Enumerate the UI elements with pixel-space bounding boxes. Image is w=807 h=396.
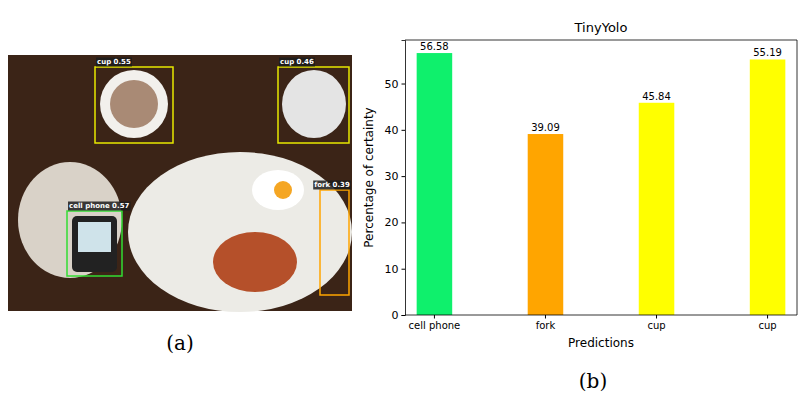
tick: cell phone (409, 315, 461, 331)
bar (639, 103, 675, 315)
detection-label: cup 0.55 (97, 58, 131, 66)
detection: cup 0.46 (278, 58, 349, 144)
detection-box (67, 211, 122, 276)
panel-label: (b) (579, 369, 607, 393)
detection-label: cell phone 0.57 (69, 202, 130, 210)
detection-label-background (313, 181, 351, 190)
detection-box (95, 67, 173, 143)
tick-mark (402, 130, 406, 131)
panel-label: (a) (166, 331, 194, 355)
phone-screen (78, 222, 111, 252)
axis-line (405, 315, 797, 316)
x-axis-title: Predictions (568, 336, 634, 350)
tick-mark (402, 315, 406, 316)
tick-mark (656, 315, 657, 319)
detection-label-background (279, 58, 315, 67)
bar (417, 53, 453, 315)
tick-label: cup (647, 320, 665, 331)
jug-shape (282, 70, 346, 138)
tick-mark (402, 222, 406, 223)
detection-label: fork 0.39 (314, 181, 350, 189)
tick: 30 (385, 170, 406, 183)
detection-box (320, 190, 349, 295)
chart-title: TinyYolo (574, 20, 628, 35)
tick-label: 50 (385, 78, 399, 91)
tick: 40 (385, 124, 406, 137)
tick-label: 20 (385, 216, 399, 229)
tick-label: 30 (385, 170, 399, 183)
y-axis-title: Percentage of certainty (362, 107, 376, 247)
frame (405, 40, 797, 315)
data-labels: 56.58 39.09 45.84 55.19 (420, 41, 782, 133)
data-label: 55.19 (753, 47, 782, 58)
x-axis: cell phone fork cup cup (405, 315, 797, 331)
detection: cup 0.55 (95, 58, 173, 144)
coffee (110, 80, 158, 128)
data-label: 39.09 (531, 122, 560, 133)
tick: cup (758, 315, 776, 331)
tick: 20 (385, 216, 406, 229)
tick-mark (767, 315, 768, 319)
plate (128, 152, 352, 312)
detection: fork 0.39 (313, 181, 351, 296)
phone-shape (72, 216, 117, 272)
tick-label: cup (758, 320, 776, 331)
tick-mark (434, 315, 435, 319)
egg (252, 170, 304, 210)
bar (528, 134, 564, 315)
detection-panel: cup 0.55 cup 0.46 cell phone 0.57 fork 0.39 (8, 55, 352, 312)
data-label: 56.58 (420, 41, 449, 52)
detection-label-background (96, 58, 132, 67)
yolk (274, 181, 292, 199)
detection-label-background (68, 202, 131, 211)
y-axis: 0 10 20 30 40 50 (385, 41, 406, 323)
tick: 0 (392, 309, 406, 322)
figure: cup 0.55 cup 0.46 cell phone 0.57 fork 0.39… (0, 0, 807, 396)
tick-label: 40 (385, 124, 399, 137)
photo-background (8, 55, 352, 311)
tick-label: cell phone (409, 320, 461, 331)
tick-mark (402, 84, 406, 85)
detection-label: cup 0.46 (280, 58, 314, 66)
tick: 10 (385, 263, 406, 276)
tick: 50 (385, 78, 406, 91)
axis-line (402, 41, 406, 316)
tick: fork (536, 315, 556, 331)
tick-label: 10 (385, 263, 399, 276)
side-plate (18, 162, 122, 278)
beans (213, 232, 297, 292)
tick-mark (545, 315, 546, 319)
tick-mark (402, 269, 406, 270)
bar (750, 59, 786, 315)
tick: cup (647, 315, 665, 331)
bar-chart: 0 10 20 30 40 50 cell phone fork cup cup 56.58 39.0… (362, 20, 797, 350)
detection: cell phone 0.57 (67, 202, 131, 277)
detection-box (278, 67, 349, 143)
cup-shape (100, 70, 168, 138)
data-label: 45.84 (642, 91, 671, 102)
tick-label: fork (536, 320, 556, 331)
tick-label: 0 (392, 309, 399, 322)
bars (417, 53, 786, 315)
tick-mark (402, 176, 406, 177)
